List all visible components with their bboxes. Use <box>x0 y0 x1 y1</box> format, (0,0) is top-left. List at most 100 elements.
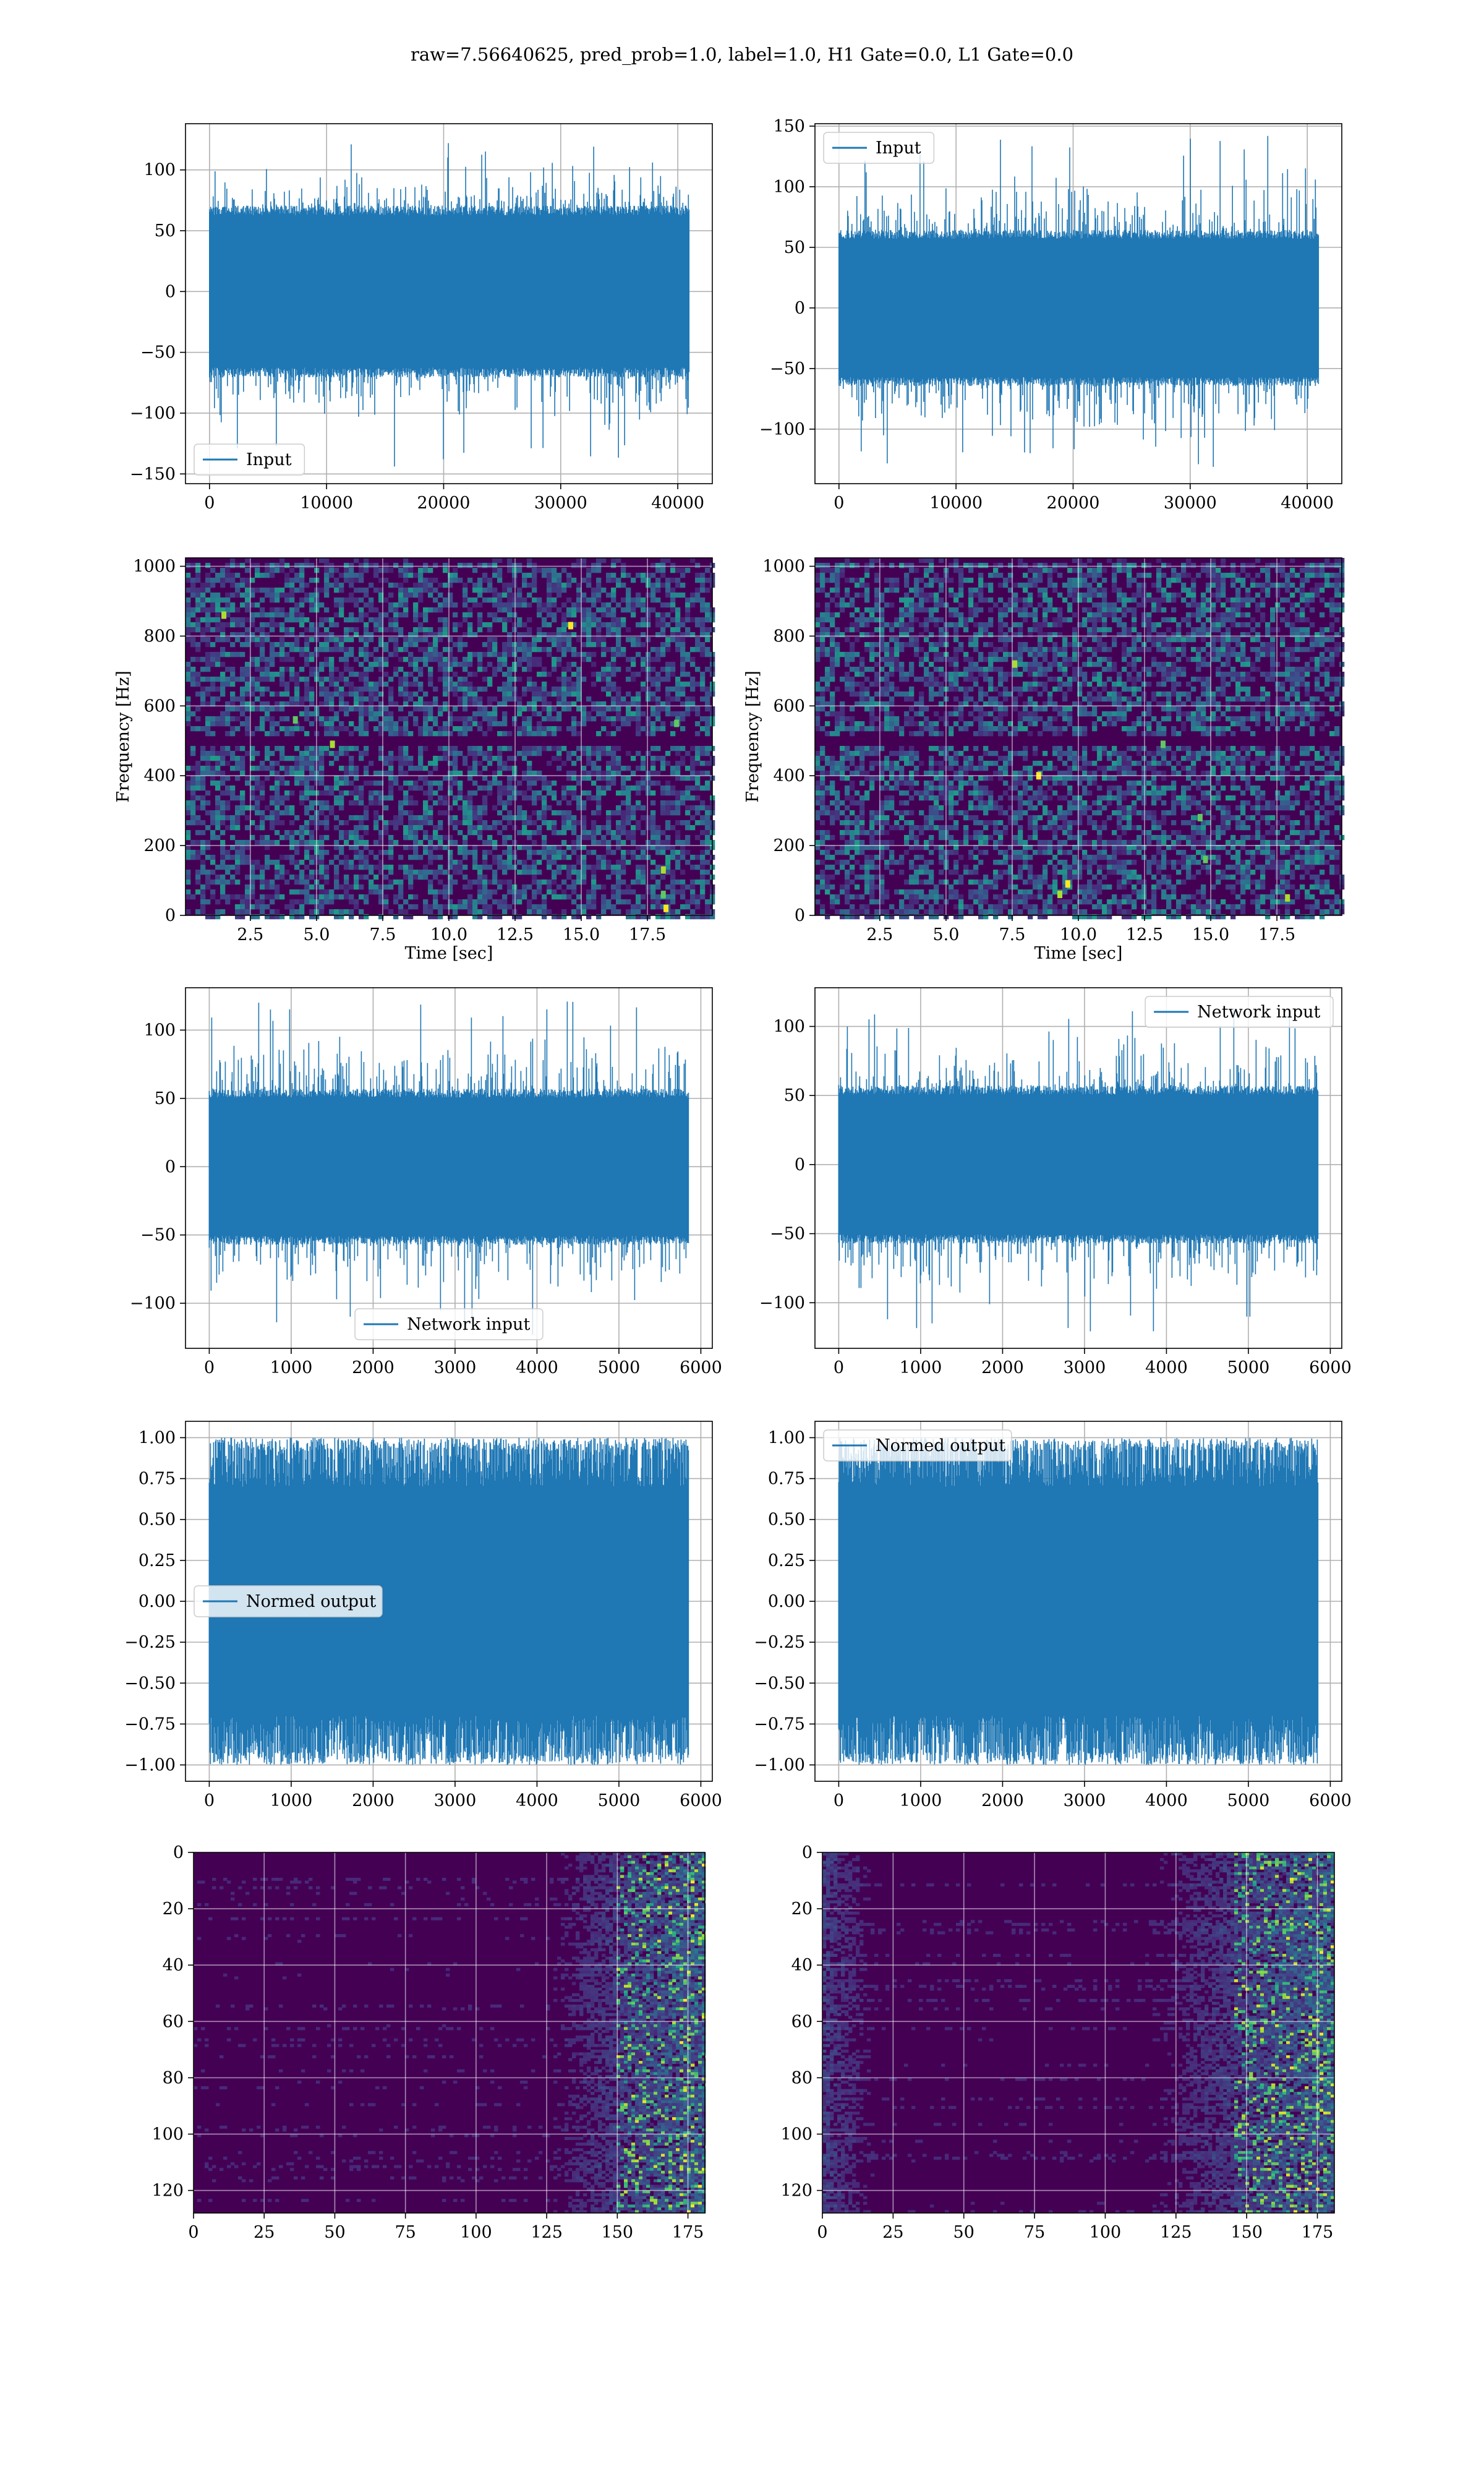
heatmap-cell <box>690 756 696 761</box>
heatmap-cell <box>1260 602 1266 608</box>
heatmap-cell <box>205 884 211 890</box>
bright-spot <box>221 611 227 619</box>
heatmap-cell <box>576 845 582 850</box>
heatmap-cell <box>245 637 250 643</box>
heatmap-cell <box>235 726 241 732</box>
heatmap-cell <box>591 899 597 905</box>
heatmap-cell <box>527 909 532 915</box>
heatmap-cell <box>576 721 582 727</box>
heatmap-cell <box>472 830 478 836</box>
heatmap-cell <box>250 751 255 756</box>
heatmap-cell <box>537 870 542 875</box>
heatmap-cell <box>556 607 562 613</box>
heatmap-cell <box>428 790 433 796</box>
heatmap-cell <box>665 781 671 786</box>
heatmap-cell <box>601 746 607 751</box>
heatmap-cell <box>547 785 552 791</box>
heatmap-cell <box>616 726 621 732</box>
heatmap-cell <box>1245 588 1251 593</box>
heatmap-cell <box>601 790 607 796</box>
heatmap-cell <box>388 751 394 756</box>
heatmap-cell <box>448 721 453 727</box>
heatmap-cell <box>517 568 522 573</box>
heatmap-cell <box>874 602 880 608</box>
heatmap-cell <box>705 805 710 811</box>
heatmap-cell <box>453 602 458 608</box>
heatmap-cell <box>324 568 330 573</box>
heatmap-cell <box>660 790 666 796</box>
heatmap-cell <box>448 751 453 756</box>
heatmap-cell <box>517 563 522 568</box>
heatmap-cell <box>294 602 300 608</box>
heatmap-cell <box>453 795 458 801</box>
heatmap-cell <box>904 583 910 588</box>
heatmap-cell <box>904 602 910 608</box>
heatmap-cell <box>240 850 245 855</box>
heatmap-cell <box>359 790 364 796</box>
heatmap-cell <box>641 894 646 900</box>
heatmap-cell <box>621 889 626 895</box>
heatmap-cell <box>576 672 582 677</box>
heatmap-cell <box>448 652 453 657</box>
heatmap-cell <box>552 810 557 816</box>
heatmap-cell <box>700 870 706 875</box>
heatmap-cell <box>225 825 231 831</box>
heatmap-cell <box>408 880 414 885</box>
heatmap-cell <box>467 795 473 801</box>
heatmap-cell <box>195 682 201 687</box>
heatmap-cell <box>556 687 562 692</box>
heatmap-cell <box>581 835 587 841</box>
heatmap-cell <box>245 845 250 850</box>
heatmap-cell <box>626 706 631 712</box>
heatmap-cell <box>319 865 325 870</box>
heatmap-cell <box>448 731 453 737</box>
heatmap-cell <box>1315 563 1320 568</box>
heatmap-cell <box>522 815 527 821</box>
heatmap-cell <box>309 593 315 598</box>
heatmap-cell <box>1320 588 1325 593</box>
heatmap-cell <box>556 726 562 732</box>
legend: Input <box>194 443 305 476</box>
heatmap-cell <box>1300 583 1305 588</box>
heatmap-cell <box>299 889 305 895</box>
heatmap-cell <box>195 672 201 677</box>
heatmap-cell <box>334 583 339 588</box>
heatmap-cell <box>200 593 206 598</box>
heatmap-cell <box>329 637 335 643</box>
heatmap-cell <box>186 588 191 593</box>
heatmap-cell <box>186 850 191 855</box>
heatmap-cell <box>591 597 597 603</box>
heatmap-cell <box>517 588 522 593</box>
heatmap-cell <box>477 771 483 776</box>
heatmap-cell <box>463 756 468 761</box>
heatmap-cell <box>245 716 250 722</box>
heatmap-cell <box>1097 583 1102 588</box>
heatmap-cell <box>279 795 285 801</box>
heatmap-cell <box>576 597 582 603</box>
heatmap-cell <box>200 617 206 623</box>
heatmap-cell <box>586 583 592 588</box>
heatmap-cell <box>472 810 478 816</box>
heatmap-cell <box>547 647 552 653</box>
x-tick-label: 0 <box>834 494 844 513</box>
heatmap-cell <box>502 761 508 766</box>
heatmap-cell <box>413 825 419 831</box>
heatmap-cell <box>383 721 389 727</box>
heatmap-cell <box>275 691 280 697</box>
heatmap-cell <box>245 682 250 687</box>
heatmap-cell <box>260 706 265 712</box>
heatmap-cell <box>705 845 710 850</box>
heatmap-cell <box>373 691 379 697</box>
heatmap-cell <box>1067 602 1073 608</box>
heatmap-cell <box>467 632 473 638</box>
heatmap-cell <box>552 795 557 801</box>
heatmap-cell <box>581 593 587 598</box>
heatmap-cell <box>463 731 468 737</box>
heatmap-cell <box>616 756 621 761</box>
heatmap-cell <box>502 583 508 588</box>
heatmap-cell <box>255 602 260 608</box>
heatmap-cell <box>695 855 701 860</box>
heatmap-cell <box>655 894 661 900</box>
heatmap-cell <box>561 850 567 855</box>
heatmap-cell <box>695 771 701 776</box>
